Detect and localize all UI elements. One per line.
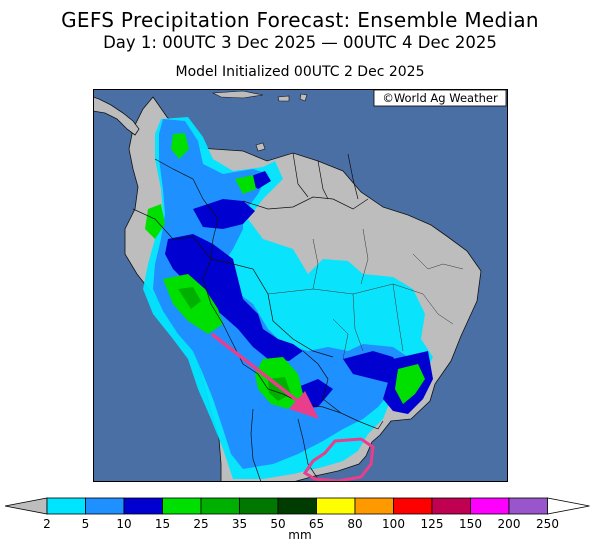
- colorbar-tick-label: 80: [347, 517, 362, 530]
- colorbar-tick-label: 2: [43, 517, 51, 530]
- colorbar-tick-label: 50: [270, 517, 285, 530]
- colorbar-swatch: [200, 497, 240, 515]
- colorbar-tick-label: 65: [309, 517, 324, 530]
- state-borders: [267, 228, 464, 360]
- central-america-land: [93, 96, 140, 136]
- colorbar-tick-label: 5: [82, 517, 90, 530]
- colorbar-tick-label: 100: [382, 517, 405, 530]
- colorbar-tick-label: 25: [193, 517, 208, 530]
- colorbar-under-triangle: [4, 497, 48, 515]
- credit-text: ©World Ag Weather: [382, 91, 498, 105]
- colorbar-tick-label: 35: [232, 517, 247, 530]
- colorbar-swatch: [162, 497, 202, 515]
- colorbar-unit-label: mm: [288, 528, 312, 542]
- colorbar-swatch: [316, 497, 356, 515]
- model-init-time: Model Initialized 00UTC 2 Dec 2025: [175, 64, 425, 80]
- map-title: GEFS Precipitation Forecast: Ensemble Me…: [61, 8, 539, 32]
- colorbar-swatch: [393, 497, 433, 515]
- forecast-period: Day 1: 00UTC 3 Dec 2025 — 00UTC 4 Dec 20…: [103, 33, 497, 52]
- colorbar-tick-label: 200: [498, 517, 521, 530]
- colorbar-tick-label: 150: [459, 517, 482, 530]
- colorbar-swatch: [123, 497, 163, 515]
- colorbar-swatch: [354, 497, 394, 515]
- colorbar-tick-label: 250: [536, 517, 559, 530]
- colorbar-tick-label: 15: [155, 517, 170, 530]
- precip-10-15mm: [165, 171, 433, 414]
- colorbar-swatch: [508, 497, 548, 515]
- credit-box: ©World Ag Weather: [373, 89, 507, 107]
- colorbar: 2 5 10 15 25 35 50 65 80 100 125 150 200 250: [0, 490, 600, 548]
- colorbar-tick-label: 125: [421, 517, 444, 530]
- colorbar-swatch: [470, 497, 510, 515]
- colorbar-over-triangle: [547, 497, 590, 515]
- caribbean-islands: [211, 90, 308, 102]
- trinidad-island: [255, 142, 266, 152]
- colorbar-tick-label: 10: [116, 517, 131, 530]
- colorbar-swatch: [239, 497, 279, 515]
- country-borders: [132, 152, 384, 482]
- map-frame: [93, 89, 508, 482]
- colorbar-swatch: [431, 497, 471, 515]
- precipitation-map: ©World Ag Weather: [93, 89, 508, 482]
- colorbar-swatch: [277, 497, 317, 515]
- colorbar-swatch: [85, 497, 125, 515]
- annotation-arrow: [211, 333, 319, 419]
- colorbar-swatch: [46, 497, 86, 515]
